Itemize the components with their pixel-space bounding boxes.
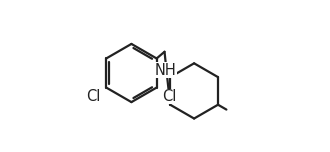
Text: Cl: Cl [163,89,177,104]
Text: NH: NH [154,62,176,78]
Text: Cl: Cl [86,89,100,104]
